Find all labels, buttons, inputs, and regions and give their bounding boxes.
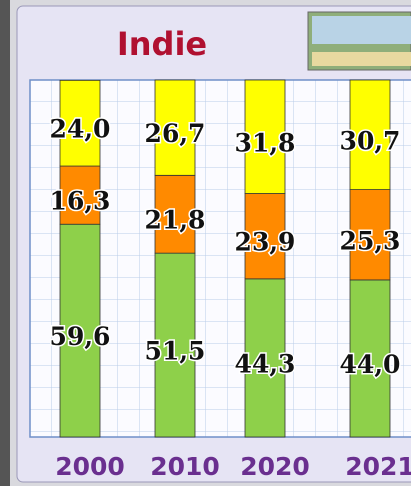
bar-segment xyxy=(154,174,196,254)
bar-segment xyxy=(349,189,391,281)
value-label: 44,3 xyxy=(235,349,296,378)
chart-title: Indie xyxy=(117,25,207,63)
bar-segment xyxy=(59,223,101,438)
x-tick-label: 2020 xyxy=(240,452,310,481)
value-label: 30,7 xyxy=(340,126,401,155)
value-label: 44,0 xyxy=(340,350,401,379)
value-label: 16,3 xyxy=(50,187,111,216)
value-label: 26,7 xyxy=(145,119,206,148)
bar-segment xyxy=(244,278,286,438)
value-label: 51,5 xyxy=(145,337,206,366)
value-label: 59,6 xyxy=(50,322,111,351)
x-tick-label: 2010 xyxy=(150,452,220,481)
value-label: 23,9 xyxy=(235,228,296,257)
bar-segment xyxy=(59,79,101,167)
bar-segment xyxy=(59,165,101,225)
bar-segment xyxy=(244,79,286,194)
x-tick-label: 2021 xyxy=(345,452,411,481)
bar-segment xyxy=(154,252,196,438)
bar-segment xyxy=(349,279,391,438)
value-label: 21,8 xyxy=(145,206,206,235)
logo-sky xyxy=(312,16,411,44)
value-label: 24,0 xyxy=(50,115,111,144)
value-label: 31,8 xyxy=(235,128,296,157)
logo-band xyxy=(312,52,411,66)
bar-segment xyxy=(349,79,391,190)
bar-segment xyxy=(154,79,196,176)
x-tick-label: 2000 xyxy=(55,452,125,481)
left-edge xyxy=(0,0,10,486)
value-label: 25,3 xyxy=(340,226,401,255)
